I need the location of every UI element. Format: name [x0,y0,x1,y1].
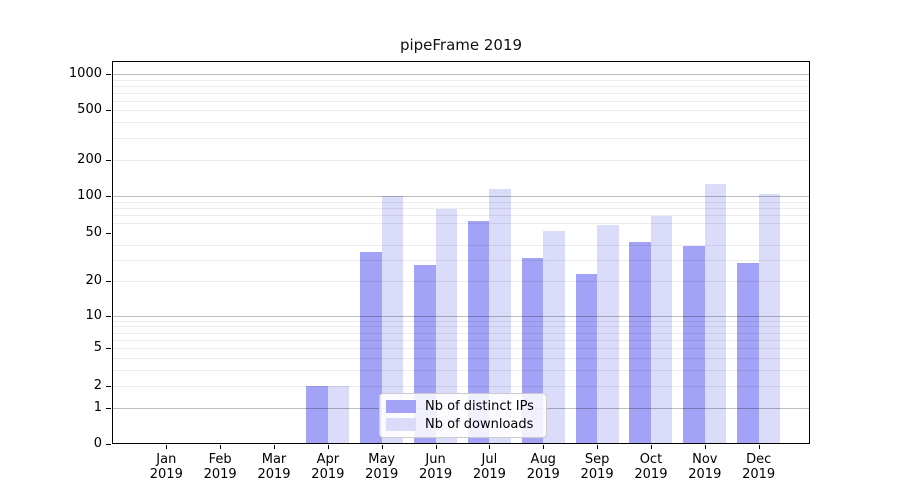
x-tick-month: May [368,452,396,467]
x-tick [704,445,706,449]
y-tick [106,196,111,198]
x-tick-month: Sep [584,452,610,467]
legend-swatch-nb-of-downloads [386,417,416,431]
x-tick-label: Jul 2019 [461,452,517,482]
x-tick-label: May 2019 [354,452,410,482]
x-tick-year: 2019 [419,467,453,482]
y-tick-label: 500 [77,102,102,118]
bar-nb-of-distinct-ips-apr [306,386,328,444]
bar-nb-of-distinct-ips-may [360,251,382,444]
x-tick-year: 2019 [580,467,614,482]
x-tick-label: Aug 2019 [515,452,571,482]
x-tick [650,445,652,449]
x-tick-month: Nov [692,452,718,467]
bar-nb-of-downloads-may [381,196,404,444]
bar-nb-of-downloads-jul [489,188,511,444]
x-tick-label: Dec 2019 [731,452,787,482]
x-tick-label: Feb 2019 [192,452,248,482]
x-tick-label: Mar 2019 [246,452,302,482]
x-tick-year: 2019 [688,467,722,482]
y-tick [106,159,111,161]
x-tick-year: 2019 [311,467,345,482]
x-tick-label: Sep 2019 [569,452,625,482]
x-tick-month: Aug [530,452,556,467]
x-tick-month: Jul [481,452,498,467]
x-tick-month: Oct [639,452,663,467]
y-tick [106,316,111,318]
x-tick-year: 2019 [365,467,399,482]
y-tick-label: 5 [93,340,102,356]
bar-nb-of-downloads-nov [704,184,727,444]
x-tick [758,445,760,449]
y-tick [106,408,111,410]
x-tick [597,445,599,449]
x-tick-label: Nov 2019 [677,452,733,482]
bar-nb-of-downloads-sep [597,224,619,444]
x-tick [435,445,437,449]
y-tick-label: 10 [85,308,102,324]
x-tick-year: 2019 [149,467,183,482]
x-tick-label: Oct 2019 [623,452,679,482]
x-tick-year: 2019 [742,467,776,482]
y-tick-label: 200 [77,151,102,167]
x-tick [489,445,491,449]
bar-nb-of-downloads-aug [543,230,565,444]
x-tick [543,445,545,449]
y-tick-label: 100 [77,188,102,204]
legend-entry-nb-of-distinct-ips: Nb of distinct IPs [386,399,538,414]
x-tick [381,445,383,449]
bars-layer [112,61,810,444]
x-tick [220,445,222,449]
x-tick-year: 2019 [203,467,237,482]
bar-nb-of-distinct-ips-dec [737,263,759,444]
bar-nb-of-distinct-ips-oct [629,241,651,444]
x-tick-month: Dec [746,452,772,467]
bar-nb-of-downloads-oct [650,215,673,444]
x-tick [327,445,329,449]
x-tick-month: Feb [208,452,232,467]
x-tick-label: Jan 2019 [138,452,194,482]
plot-area [112,61,810,444]
bar-nb-of-distinct-ips-jul [467,221,490,444]
legend-label: Nb of distinct IPs [425,399,534,415]
y-tick [106,281,111,283]
legend-swatch-nb-of-distinct-ips [386,400,416,414]
bar-nb-of-downloads-apr [327,386,350,444]
x-tick [274,445,275,449]
y-tick-label: 0 [93,436,102,451]
x-tick-label: Apr 2019 [300,452,356,482]
y-tick-label: 1 [93,400,102,416]
legend-label: Nb of downloads [425,416,534,432]
x-tick-year: 2019 [526,467,560,482]
y-tick [106,110,111,112]
y-tick [106,444,111,445]
bar-nb-of-downloads-jun [435,209,458,444]
x-tick-month: Mar [261,452,287,467]
x-tick-month: Jan [156,452,177,467]
y-tick [106,74,111,76]
y-tick-label: 20 [85,273,102,289]
y-tick [106,348,111,350]
x-tick-month: Apr [316,452,340,467]
legend-entry-nb-of-downloads: Nb of downloads [386,417,538,432]
x-tick-label: Jun 2019 [408,452,464,482]
x-tick-month: Jun [425,452,446,467]
legend: Nb of distinct IPs Nb of downloads [379,393,547,438]
bar-nb-of-distinct-ips-nov [683,245,705,444]
y-tick-label: 2 [93,378,102,394]
y-tick-label: 1000 [68,66,102,82]
y-tick [106,232,111,234]
y-tick [106,386,111,388]
chart-title: pipeFrame 2019 [399,36,523,54]
bar-nb-of-downloads-dec [758,194,781,444]
y-tick-label: 50 [85,224,102,240]
x-tick [166,445,168,449]
x-tick-year: 2019 [472,467,506,482]
x-tick-year: 2019 [634,467,668,482]
bar-nb-of-distinct-ips-sep [575,273,598,444]
x-tick-year: 2019 [257,467,291,482]
